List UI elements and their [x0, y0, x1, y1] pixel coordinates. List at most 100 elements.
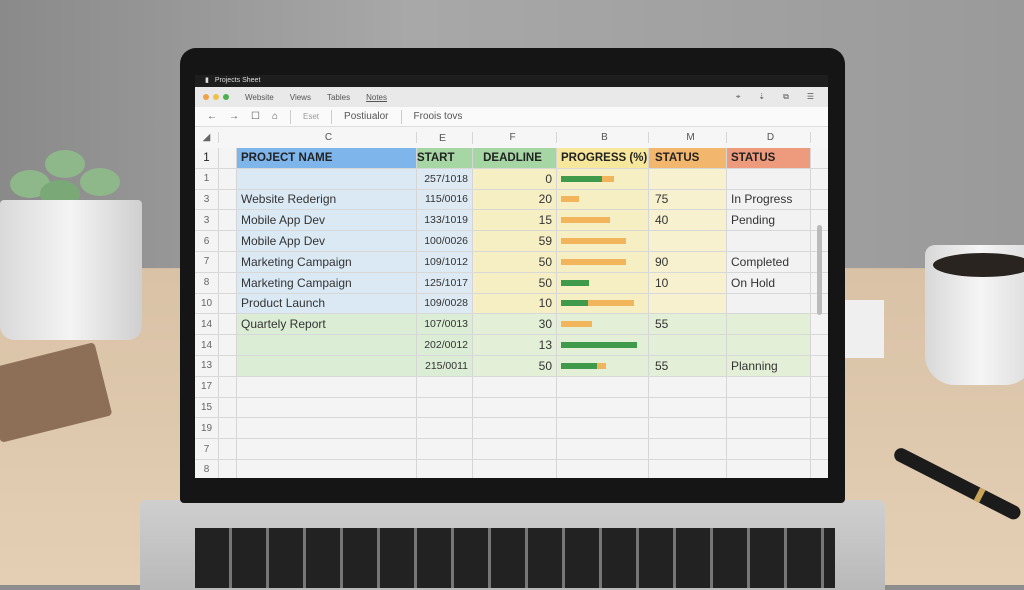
row-number[interactable]: 6	[195, 231, 219, 251]
cell[interactable]	[727, 376, 811, 397]
stop-icon[interactable]: ☐	[251, 111, 260, 122]
cell-value[interactable]: 55	[649, 355, 727, 376]
cell-project[interactable]: Mobile App Dev	[237, 210, 417, 231]
column-header[interactable]: C	[237, 132, 417, 143]
cell[interactable]	[727, 397, 811, 418]
cell-value[interactable]	[649, 231, 727, 251]
cell[interactable]	[473, 397, 557, 418]
column-header[interactable]: F	[473, 132, 557, 143]
cell[interactable]	[649, 459, 727, 478]
cell[interactable]	[219, 168, 237, 189]
cell-project[interactable]	[237, 335, 417, 355]
cell-deadline[interactable]: 15	[473, 210, 557, 231]
cell[interactable]	[219, 355, 237, 376]
cell-value[interactable]: 55	[649, 314, 727, 335]
cell[interactable]	[417, 376, 473, 397]
minimize-icon[interactable]	[213, 94, 219, 100]
cell-status[interactable]	[727, 168, 811, 189]
cell[interactable]	[473, 439, 557, 459]
cell[interactable]	[557, 439, 649, 459]
menu-item[interactable]: Notes	[366, 92, 387, 102]
row-number[interactable]: 13	[195, 355, 219, 376]
cell-progress[interactable]	[557, 231, 649, 251]
row-number[interactable]: 1	[195, 148, 219, 168]
cell[interactable]	[219, 231, 237, 251]
cell-value[interactable]: 10	[649, 272, 727, 293]
menu-icon[interactable]: ☰	[806, 92, 814, 101]
cell-status[interactable]: Completed	[727, 251, 811, 272]
cell[interactable]	[237, 418, 417, 439]
home-icon[interactable]: ⌂	[271, 111, 279, 122]
cell[interactable]	[727, 418, 811, 439]
row-number[interactable]: 17	[195, 376, 219, 397]
cell-project[interactable]: Product Launch	[237, 293, 417, 314]
cell[interactable]	[557, 376, 649, 397]
cell-deadline[interactable]: 0	[473, 168, 557, 189]
cell-start[interactable]: 100/0026	[417, 231, 473, 251]
cell[interactable]	[473, 459, 557, 478]
cell-deadline[interactable]: 30	[473, 314, 557, 335]
cell-progress[interactable]	[557, 168, 649, 189]
cell-start[interactable]: 215/0011	[417, 355, 473, 376]
cell-deadline[interactable]: 50	[473, 355, 557, 376]
row-number[interactable]: 14	[195, 314, 219, 335]
cell-progress[interactable]	[557, 189, 649, 210]
cell-progress[interactable]	[557, 293, 649, 314]
cell-project[interactable]	[237, 355, 417, 376]
share-icon[interactable]: ⧉	[783, 92, 789, 101]
cell[interactable]	[473, 376, 557, 397]
cell-progress[interactable]	[557, 251, 649, 272]
cell-start[interactable]: 107/0013	[417, 314, 473, 335]
cell[interactable]	[219, 314, 237, 335]
cell-status[interactable]	[727, 293, 811, 314]
header-status[interactable]: STATUS	[649, 148, 727, 168]
cell[interactable]	[237, 459, 417, 478]
cell[interactable]	[727, 439, 811, 459]
cell-project[interactable]: Marketing Campaign	[237, 251, 417, 272]
cell[interactable]	[417, 439, 473, 459]
menu-item[interactable]: Website	[245, 92, 274, 102]
forward-icon[interactable]: →	[229, 111, 239, 122]
cell[interactable]	[727, 459, 811, 478]
cell[interactable]	[557, 418, 649, 439]
cell-start[interactable]: 133/1019	[417, 210, 473, 231]
row-number[interactable]: 8	[195, 459, 219, 478]
cell-deadline[interactable]: 20	[473, 189, 557, 210]
cell[interactable]	[237, 376, 417, 397]
cell-status[interactable]: Planning	[727, 355, 811, 376]
cell-value[interactable]	[649, 335, 727, 355]
window-controls[interactable]	[203, 94, 229, 100]
cell-deadline[interactable]: 50	[473, 272, 557, 293]
row-number[interactable]: 7	[195, 251, 219, 272]
cell[interactable]	[219, 335, 237, 355]
header-status-2[interactable]: STATUS	[727, 148, 811, 168]
cell[interactable]	[219, 189, 237, 210]
cell-status[interactable]	[727, 231, 811, 251]
cell-status[interactable]: Pending	[727, 210, 811, 231]
maximize-icon[interactable]	[223, 94, 229, 100]
column-header[interactable]: M	[649, 132, 727, 143]
header-progress[interactable]: PROGRESS (%)	[557, 148, 649, 168]
row-number[interactable]: 19	[195, 418, 219, 439]
cell-status[interactable]: On Hold	[727, 272, 811, 293]
cell-progress[interactable]	[557, 355, 649, 376]
cell-status[interactable]	[727, 335, 811, 355]
cell[interactable]	[649, 418, 727, 439]
column-header[interactable]: B	[557, 132, 649, 143]
download-icon[interactable]: ⇣	[758, 92, 766, 101]
vertical-scrollbar[interactable]	[817, 225, 822, 315]
cursor-icon[interactable]: ⌖	[735, 92, 741, 101]
doc-button[interactable]: Postiualor	[344, 111, 389, 122]
cell-value[interactable]: 75	[649, 189, 727, 210]
cell-start[interactable]: 115/0016	[417, 189, 473, 210]
close-icon[interactable]	[203, 94, 209, 100]
row-number[interactable]: 8	[195, 272, 219, 293]
row-number[interactable]: 15	[195, 397, 219, 418]
cell-start[interactable]: 109/1012	[417, 251, 473, 272]
cell-progress[interactable]	[557, 210, 649, 231]
cell-project[interactable]: Marketing Campaign	[237, 272, 417, 293]
header-start[interactable]: START	[417, 148, 473, 168]
cell-start[interactable]: 109/0028	[417, 293, 473, 314]
insert-button[interactable]: Eset	[303, 112, 320, 121]
cell[interactable]	[219, 272, 237, 293]
